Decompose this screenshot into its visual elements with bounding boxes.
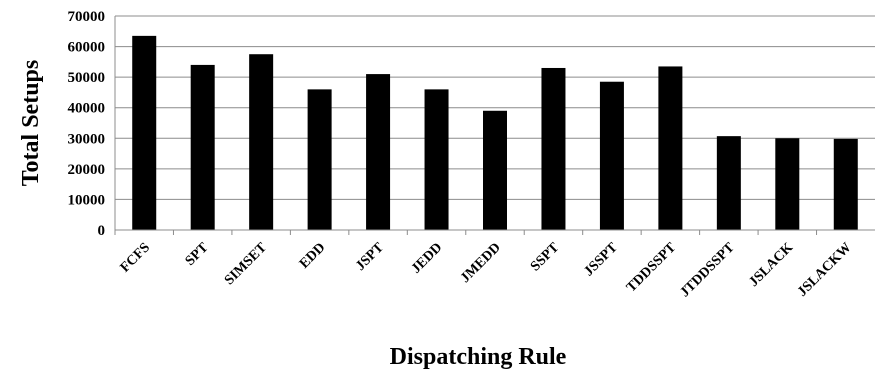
bar-simset	[249, 54, 274, 230]
x-tick-label-tddsspt: TDDSSPT	[624, 240, 680, 296]
x-tick-label-jmedd: JMEDD	[458, 240, 504, 286]
x-tick-labels: FCFS SPT SIMSET EDD JSPT JEDD JMEDD SSPT JSSPT TD…	[118, 240, 855, 301]
x-axis-title: Dispatching Rule	[390, 344, 567, 370]
y-axis-title: Total Setups	[18, 60, 44, 187]
axes	[114, 16, 875, 235]
y-tick-label-0: 0	[98, 223, 106, 239]
bar-spt	[190, 64, 215, 231]
bar-sspt	[541, 67, 566, 230]
y-tick-label-7: 70000	[68, 9, 106, 25]
y-tick-label-6: 60000	[68, 40, 106, 56]
bar-jmedd	[483, 110, 507, 230]
x-tick-label-jedd: JEDD	[409, 240, 445, 276]
y-tick-label-2: 20000	[68, 162, 106, 178]
y-tick-label-1: 10000	[68, 192, 106, 208]
bar-jslackw	[833, 138, 858, 230]
bar-fcfs	[132, 35, 157, 230]
x-tick-label-jsspt: JSSPT	[582, 240, 622, 280]
bar-jspt	[366, 74, 391, 230]
bar-jedd	[424, 89, 449, 230]
x-tick-label-fcfs: FCFS	[118, 240, 154, 276]
x-tick-label-jtddsspt: JTDDSSPT	[678, 240, 739, 301]
bar-tddsspt	[658, 66, 683, 230]
x-tick-label-spt: SPT	[183, 240, 212, 269]
x-tick-label-sspt: SSPT	[528, 240, 563, 275]
x-tick-label-jslack: JSLACK	[746, 240, 796, 290]
y-tick-labels: 0 10000 20000 30000 40000 50000 60000 70000	[68, 9, 106, 239]
x-tick-label-jslackw: JSLACKW	[795, 240, 855, 300]
x-tick-label-simset: SIMSET	[222, 240, 270, 288]
bars	[132, 35, 858, 231]
bar-edd	[307, 89, 332, 230]
y-tick-label-4: 40000	[68, 101, 106, 117]
y-tick-label-5: 50000	[68, 70, 106, 86]
bar-jsspt	[599, 81, 624, 230]
bar-jslack	[775, 138, 800, 230]
y-tick-label-3: 30000	[68, 131, 106, 147]
x-tick-label-edd: EDD	[297, 240, 329, 272]
x-tick-label-jspt: JSPT	[353, 240, 387, 274]
bar-jtddsspt	[716, 136, 741, 230]
